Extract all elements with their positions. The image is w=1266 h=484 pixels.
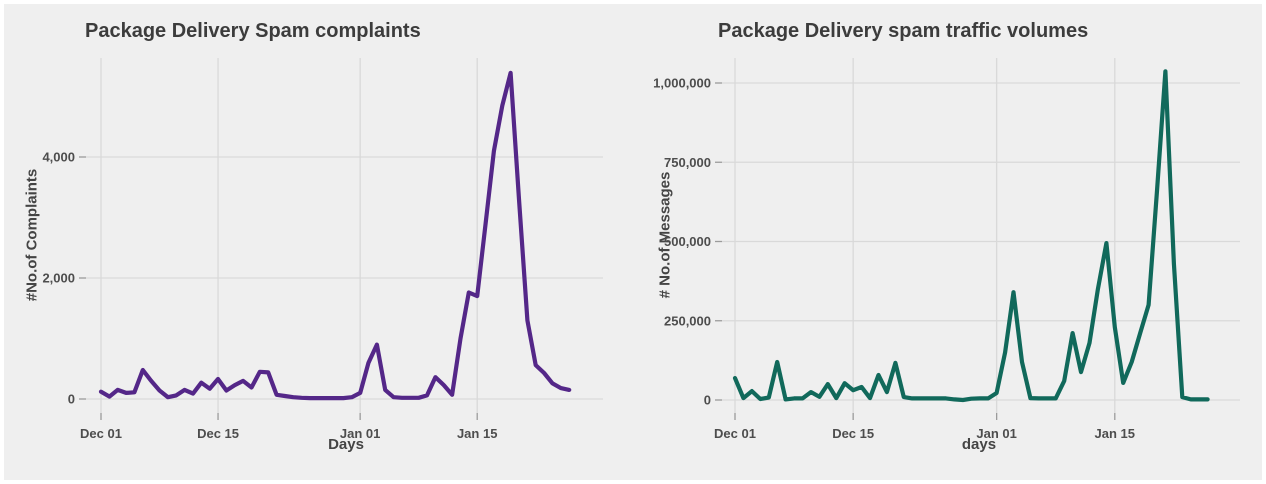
y-tick-label: 2,000: [42, 271, 75, 286]
plot-area-complaints: 0 2,000 4,000 Dec 01 Dec 15 Jan 01 Jan 15: [42, 58, 603, 441]
y-tick-label: 0: [68, 392, 75, 407]
x-axis-title-complaints: Days: [328, 436, 364, 453]
x-tick-label: Dec 01: [714, 426, 756, 441]
x-tick-label: Jan 15: [1095, 426, 1135, 441]
chart-complaints-panel: Package Delivery Spam complaints #No.of …: [24, 20, 603, 453]
complaints-line: [98, 70, 572, 401]
y-tick-label: 4,000: [42, 150, 75, 165]
y-tick-label: 1,000,000: [653, 76, 711, 91]
y-tick-label: 500,000: [664, 234, 711, 249]
x-tick-label: Dec 01: [80, 426, 122, 441]
y-tick-label: 250,000: [664, 313, 711, 328]
messages-line: [732, 69, 1210, 403]
y-tick-label: 0: [704, 393, 711, 408]
x-tick-label: Jan 01: [976, 426, 1016, 441]
chart-title-complaints: Package Delivery Spam complaints: [85, 20, 421, 42]
chart-traffic-panel: Package Delivery spam traffic volumes # …: [633, 0, 1266, 484]
chart-title-traffic: Package Delivery spam traffic volumes: [718, 20, 1089, 42]
y-tick-label: 750,000: [664, 155, 711, 170]
x-tick-label: Jan 01: [340, 426, 380, 441]
x-tick-label: Jan 15: [457, 426, 497, 441]
x-axis-title-traffic: days: [961, 436, 997, 453]
x-tick-label: Dec 15: [832, 426, 874, 441]
plot-area-traffic: 0 250,000 500,000 750,000 1,000,000 Dec 01 Dec…: [653, 58, 1240, 441]
x-tick-label: Dec 15: [197, 426, 239, 441]
